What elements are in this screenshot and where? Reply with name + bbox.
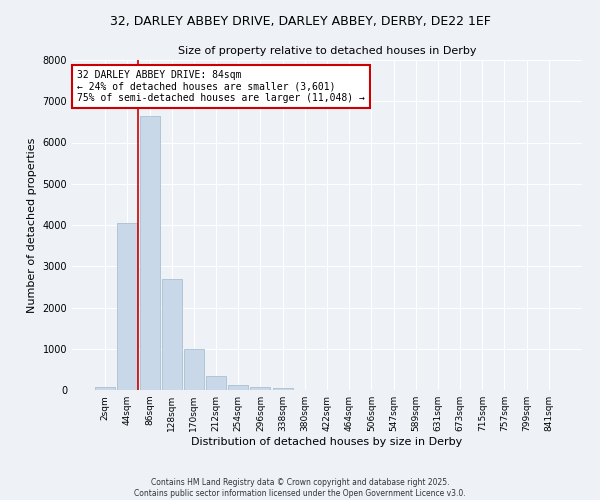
Title: Size of property relative to detached houses in Derby: Size of property relative to detached ho… (178, 46, 476, 56)
Bar (162, 278, 182, 390)
Bar (95, 386, 115, 390)
Bar (118, 223, 137, 390)
Bar (228, 384, 248, 390)
Bar (272, 388, 293, 390)
Bar (140, 116, 160, 390)
Text: 32, DARLEY ABBEY DRIVE, DARLEY ABBEY, DERBY, DE22 1EF: 32, DARLEY ABBEY DRIVE, DARLEY ABBEY, DE… (110, 15, 490, 28)
Bar (184, 349, 204, 390)
Text: 32 DARLEY ABBEY DRIVE: 84sqm
← 24% of detached houses are smaller (3,601)
75% of: 32 DARLEY ABBEY DRIVE: 84sqm ← 24% of de… (77, 70, 365, 103)
Bar (250, 386, 271, 390)
X-axis label: Distribution of detached houses by size in Derby: Distribution of detached houses by size … (191, 437, 463, 447)
Bar (206, 376, 226, 390)
Y-axis label: Number of detached properties: Number of detached properties (27, 138, 37, 312)
Text: Contains HM Land Registry data © Crown copyright and database right 2025.
Contai: Contains HM Land Registry data © Crown c… (134, 478, 466, 498)
